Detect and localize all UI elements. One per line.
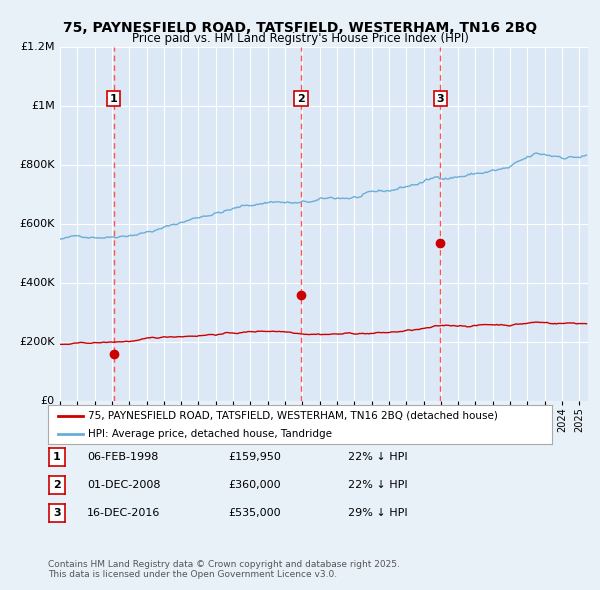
Text: £0: £0 bbox=[41, 396, 55, 406]
Text: £200K: £200K bbox=[19, 337, 55, 347]
Text: Price paid vs. HM Land Registry's House Price Index (HPI): Price paid vs. HM Land Registry's House … bbox=[131, 32, 469, 45]
Text: £159,950: £159,950 bbox=[228, 452, 281, 461]
Text: £535,000: £535,000 bbox=[228, 509, 281, 518]
Text: 2: 2 bbox=[297, 94, 305, 103]
Text: £600K: £600K bbox=[19, 219, 55, 229]
Text: Contains HM Land Registry data © Crown copyright and database right 2025.
This d: Contains HM Land Registry data © Crown c… bbox=[48, 560, 400, 579]
Text: 1: 1 bbox=[110, 94, 118, 103]
Text: 3: 3 bbox=[53, 509, 61, 518]
Text: 29% ↓ HPI: 29% ↓ HPI bbox=[348, 509, 407, 518]
Text: £1.2M: £1.2M bbox=[20, 42, 55, 52]
Text: 75, PAYNESFIELD ROAD, TATSFIELD, WESTERHAM, TN16 2BQ (detached house): 75, PAYNESFIELD ROAD, TATSFIELD, WESTERH… bbox=[88, 411, 498, 421]
Text: 22% ↓ HPI: 22% ↓ HPI bbox=[348, 452, 407, 461]
Text: 75, PAYNESFIELD ROAD, TATSFIELD, WESTERHAM, TN16 2BQ: 75, PAYNESFIELD ROAD, TATSFIELD, WESTERH… bbox=[63, 21, 537, 35]
Text: HPI: Average price, detached house, Tandridge: HPI: Average price, detached house, Tand… bbox=[88, 429, 332, 439]
Text: £400K: £400K bbox=[19, 278, 55, 288]
Text: £360,000: £360,000 bbox=[228, 480, 281, 490]
Text: 2: 2 bbox=[53, 480, 61, 490]
Text: 16-DEC-2016: 16-DEC-2016 bbox=[87, 509, 160, 518]
Text: 1: 1 bbox=[53, 452, 61, 461]
Text: 01-DEC-2008: 01-DEC-2008 bbox=[87, 480, 161, 490]
Text: £1M: £1M bbox=[31, 101, 55, 111]
Text: 06-FEB-1998: 06-FEB-1998 bbox=[87, 452, 158, 461]
Text: £800K: £800K bbox=[19, 160, 55, 170]
Text: 22% ↓ HPI: 22% ↓ HPI bbox=[348, 480, 407, 490]
Text: 3: 3 bbox=[436, 94, 444, 103]
